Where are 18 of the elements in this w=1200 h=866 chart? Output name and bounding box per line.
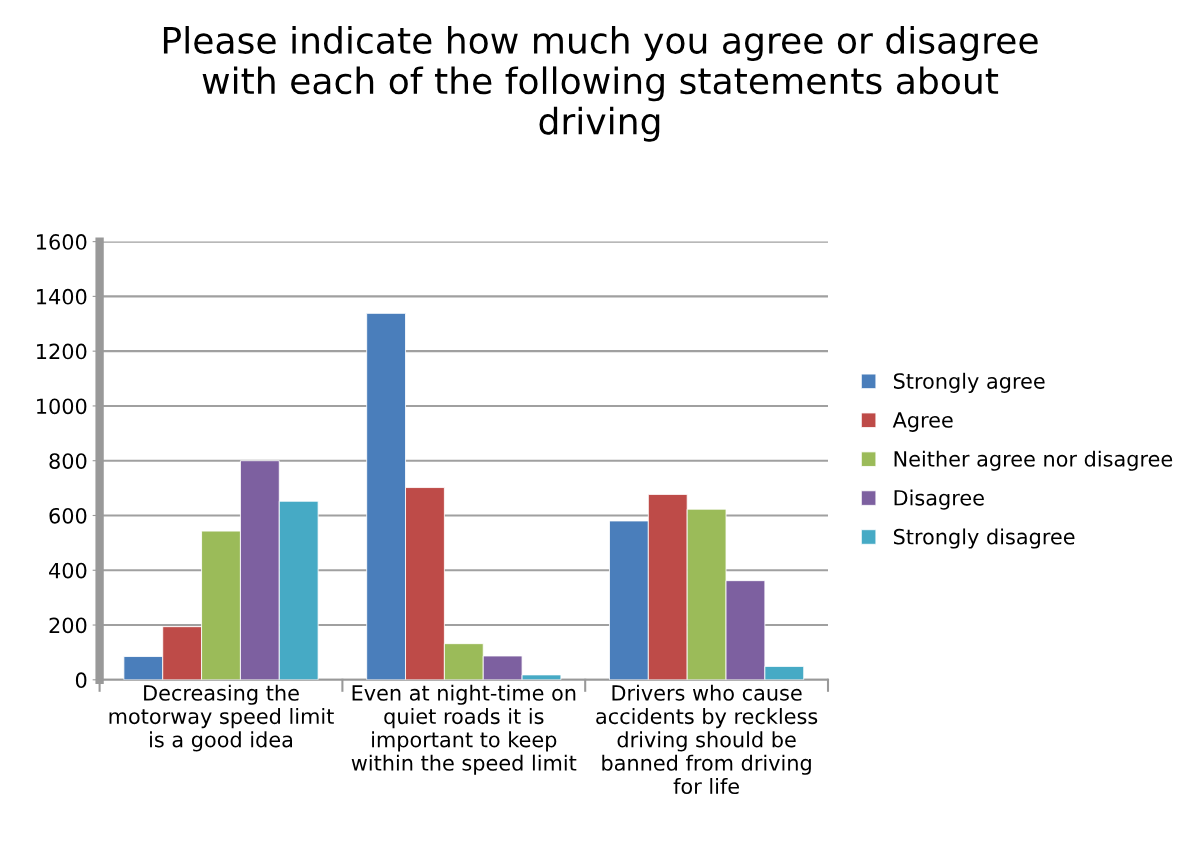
legend-label: Neither agree nor disagree <box>894 450 1173 471</box>
legend-label: Agree <box>892 412 953 432</box>
y-tick-label: 1600 <box>37 234 87 250</box>
y-tick-label: 600 <box>49 507 87 524</box>
y-tick-label: 800 <box>49 453 87 469</box>
x-tick-label: Decreasing the motorway speed limit is a good idea <box>109 684 334 752</box>
y-tick-label: 0 <box>75 672 87 689</box>
legend-label: Strongly disagree <box>893 528 1075 549</box>
legend-label: Disagree <box>894 489 984 510</box>
legend-label: Strongly agree <box>893 372 1045 393</box>
x-tick-label: Drivers who cause accidents by reckless driving should be banned from driving for life <box>596 684 818 795</box>
y-tick-label: 200 <box>49 617 87 634</box>
y-tick-label: 1400 <box>37 288 87 305</box>
y-tick-label: 1200 <box>37 343 87 360</box>
chart-title: Please indicate how much you agree or disagree with each of the following statements about driving <box>163 25 1038 142</box>
x-tick-label: Even at night-time on quiet roads it is important to keep within the speed limit <box>351 684 577 775</box>
y-tick-label: 400 <box>49 562 87 579</box>
y-tick-label: 1000 <box>37 398 87 415</box>
